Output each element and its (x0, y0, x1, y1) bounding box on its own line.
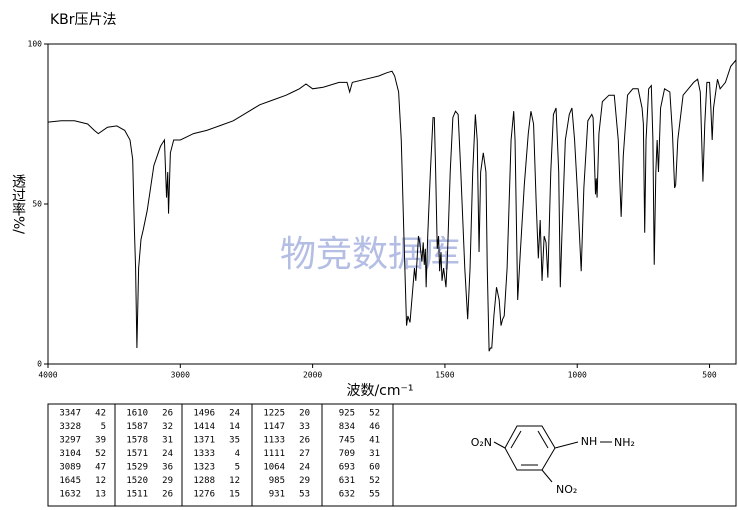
peak-wavenumber: 3089 (59, 463, 81, 473)
peak-transmittance: 26 (162, 490, 173, 500)
x-tick-label: 1000 (568, 371, 587, 380)
peak-transmittance: 13 (95, 490, 106, 500)
peak-transmittance: 42 (95, 409, 106, 419)
peak-transmittance: 29 (162, 476, 173, 486)
peak-wavenumber: 931 (269, 490, 285, 500)
peak-wavenumber: 1520 (126, 476, 148, 486)
peak-transmittance: 35 (229, 436, 240, 446)
structure-label: O₂N (471, 436, 492, 449)
y-tick-label: 50 (32, 200, 42, 209)
x-axis-label: 波数/cm⁻¹ (346, 383, 413, 399)
peak-transmittance: 32 (162, 422, 173, 432)
peak-transmittance: 36 (162, 463, 173, 473)
peak-transmittance: 52 (369, 476, 380, 486)
spectrum-line (47, 59, 737, 352)
structure (493, 425, 612, 483)
y-axis-label: 透过率%/ (10, 174, 26, 234)
peak-wavenumber: 1632 (59, 490, 81, 500)
peak-wavenumber: 1133 (263, 436, 285, 446)
peak-wavenumber: 1333 (193, 449, 215, 459)
peak-wavenumber: 1496 (193, 409, 215, 419)
peak-transmittance: 24 (229, 409, 240, 419)
x-tick-label: 2000 (303, 371, 322, 380)
peak-transmittance: 31 (162, 436, 173, 446)
peak-transmittance: 12 (95, 476, 106, 486)
peak-transmittance: 41 (369, 436, 380, 446)
watermark: 物竞数据库 (280, 234, 460, 275)
peak-transmittance: 15 (229, 490, 240, 500)
peak-transmittance: 4 (235, 449, 240, 459)
peak-transmittance: 47 (95, 463, 106, 473)
peak-wavenumber: 1645 (59, 476, 81, 486)
x-tick-label: 1500 (435, 371, 454, 380)
chart-title: KBr压片法 (50, 12, 117, 28)
peak-wavenumber: 631 (339, 476, 355, 486)
double-bond (537, 430, 549, 449)
peak-transmittance: 52 (369, 409, 380, 419)
peak-transmittance: 55 (369, 490, 380, 500)
bond (493, 441, 506, 449)
structure-label: NH (581, 435, 598, 448)
peak-transmittance: 39 (95, 436, 106, 446)
peak-wavenumber: 709 (339, 449, 355, 459)
peak-transmittance: 33 (299, 422, 310, 432)
peak-wavenumber: 1587 (126, 422, 148, 432)
peak-transmittance: 24 (299, 463, 310, 473)
peak-wavenumber: 3297 (59, 436, 81, 446)
peak-wavenumber: 1276 (193, 490, 215, 500)
bond (554, 441, 579, 449)
peak-transmittance: 20 (299, 409, 310, 419)
peak-wavenumber: 1529 (126, 463, 148, 473)
peak-wavenumber: 1610 (126, 409, 148, 419)
peak-wavenumber: 1225 (263, 409, 285, 419)
table-frame (47, 403, 737, 507)
peak-transmittance: 27 (299, 449, 310, 459)
peak-wavenumber: 925 (339, 409, 355, 419)
peak-transmittance: 12 (229, 476, 240, 486)
peak-wavenumber: 3347 (59, 409, 81, 419)
y-tick-label: 100 (28, 40, 43, 49)
peak-wavenumber: 1571 (126, 449, 148, 459)
peak-transmittance: 5 (101, 422, 106, 432)
peak-transmittance: 31 (369, 449, 380, 459)
y-tick-label: 0 (37, 360, 42, 369)
peak-wavenumber: 693 (339, 463, 355, 473)
peak-wavenumber: 1288 (193, 476, 215, 486)
peak-transmittance: 5 (235, 463, 240, 473)
peak-wavenumber: 3104 (59, 449, 81, 459)
peak-wavenumber: 1414 (193, 422, 215, 432)
peak-wavenumber: 1578 (126, 436, 148, 446)
peak-transmittance: 24 (162, 449, 173, 459)
peak-wavenumber: 1371 (193, 436, 215, 446)
double-bond (510, 430, 522, 449)
peak-transmittance: 26 (299, 436, 310, 446)
peak-wavenumber: 985 (269, 476, 285, 486)
peak-transmittance: 46 (369, 422, 380, 432)
peak-wavenumber: 1064 (263, 463, 285, 473)
structure-label: NH₂ (614, 436, 635, 449)
peak-wavenumber: 1111 (263, 449, 285, 459)
peak-wavenumber: 745 (339, 436, 355, 446)
peak-transmittance: 52 (95, 449, 106, 459)
peak-transmittance: 60 (369, 463, 380, 473)
x-tick-label: 4000 (38, 371, 57, 380)
structure-label: NO₂ (556, 483, 577, 496)
peak-wavenumber: 1147 (263, 422, 285, 432)
peak-transmittance: 14 (229, 422, 240, 432)
bond (541, 469, 553, 483)
plot-frame (47, 43, 737, 365)
peak-wavenumber: 3328 (59, 422, 81, 432)
peak-transmittance: 29 (299, 476, 310, 486)
peak-transmittance: 26 (162, 409, 173, 419)
x-tick-label: 3000 (171, 371, 190, 380)
peak-wavenumber: 834 (339, 422, 355, 432)
peak-wavenumber: 632 (339, 490, 355, 500)
peak-wavenumber: 1323 (193, 463, 215, 473)
peak-transmittance: 53 (299, 490, 310, 500)
x-tick-label: 500 (702, 371, 717, 380)
peak-wavenumber: 1511 (126, 490, 148, 500)
